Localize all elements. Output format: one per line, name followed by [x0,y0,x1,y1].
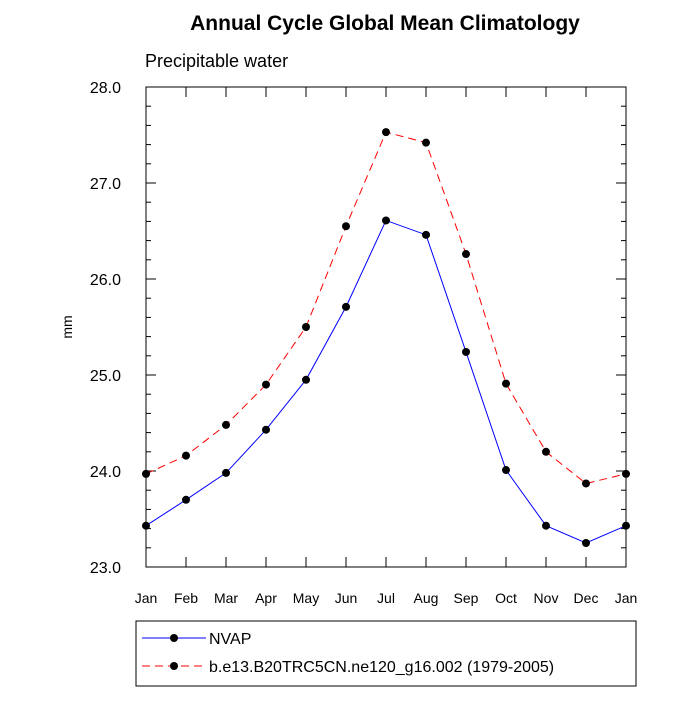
x-tick-label: Jun [335,590,358,606]
data-point [182,495,190,504]
y-tick-label: 23.0 [90,560,121,577]
data-point [142,521,150,530]
data-point [542,447,550,456]
legend-item: NVAP [142,631,251,648]
data-point [182,451,190,460]
data-point [382,128,390,137]
legend: NVAP b.e13.B20TRC5CN.ne120_g16.002 (1979-… [135,620,637,687]
data-point [142,469,150,478]
y-axis-label: mm [59,315,75,338]
chart-subtitle: Precipitable water [145,51,288,71]
data-point [622,521,630,530]
x-tick-label: Oct [495,590,517,606]
data-point [542,521,550,530]
x-tick-label: Sep [454,590,479,606]
series-1 [142,216,630,547]
axis-ticks: 23.0 24.0 25.0 26.0 27.0 28.0 Jan Feb Mar Apr May J… [90,80,637,606]
legend-marker [170,662,178,670]
x-tick-label: Aug [414,590,439,606]
data-point [582,479,590,488]
chart-title: Annual Cycle Global Mean Climatology [190,12,580,35]
data-point [462,347,470,356]
data-point [502,466,510,475]
data-point [302,375,310,384]
y-tick-label: 27.0 [90,176,121,193]
y-tick-label: 24.0 [90,464,121,481]
plot-frame [145,86,627,568]
series-2 [142,128,630,488]
legend-marker [170,634,178,642]
series-layer [142,128,630,547]
series-line [145,219,627,544]
data-point [622,469,630,478]
x-tick-label: May [293,590,319,606]
y-tick-label: 25.0 [90,368,121,385]
series-line [145,131,627,485]
data-point [422,230,430,239]
x-tick-label: Nov [534,590,559,606]
data-point [502,379,510,388]
y-tick-label: 28.0 [90,80,121,97]
legend-item: b.e13.B20TRC5CN.ne120_g16.002 (1979-2005… [142,659,554,676]
data-point [462,250,470,259]
data-point [342,302,350,311]
x-tick-label: Jan [135,590,158,606]
data-point [302,323,310,331]
data-point [222,420,230,429]
legend-box [135,620,637,687]
data-point [222,468,230,477]
data-point [262,425,270,434]
x-tick-label: Jul [377,590,395,606]
data-point [422,138,430,147]
x-tick-label: Dec [574,590,599,606]
legend-label: NVAP [209,631,251,648]
x-tick-label: Mar [214,590,238,606]
data-point [262,380,270,389]
data-point [342,222,350,231]
legend-label: b.e13.B20TRC5CN.ne120_g16.002 (1979-2005… [209,659,554,676]
x-tick-label: Jan [615,590,638,606]
x-tick-label: Feb [174,590,198,606]
data-point [382,216,390,225]
data-point [582,539,590,547]
y-tick-label: 26.0 [90,272,121,289]
x-tick-label: Apr [255,590,277,606]
